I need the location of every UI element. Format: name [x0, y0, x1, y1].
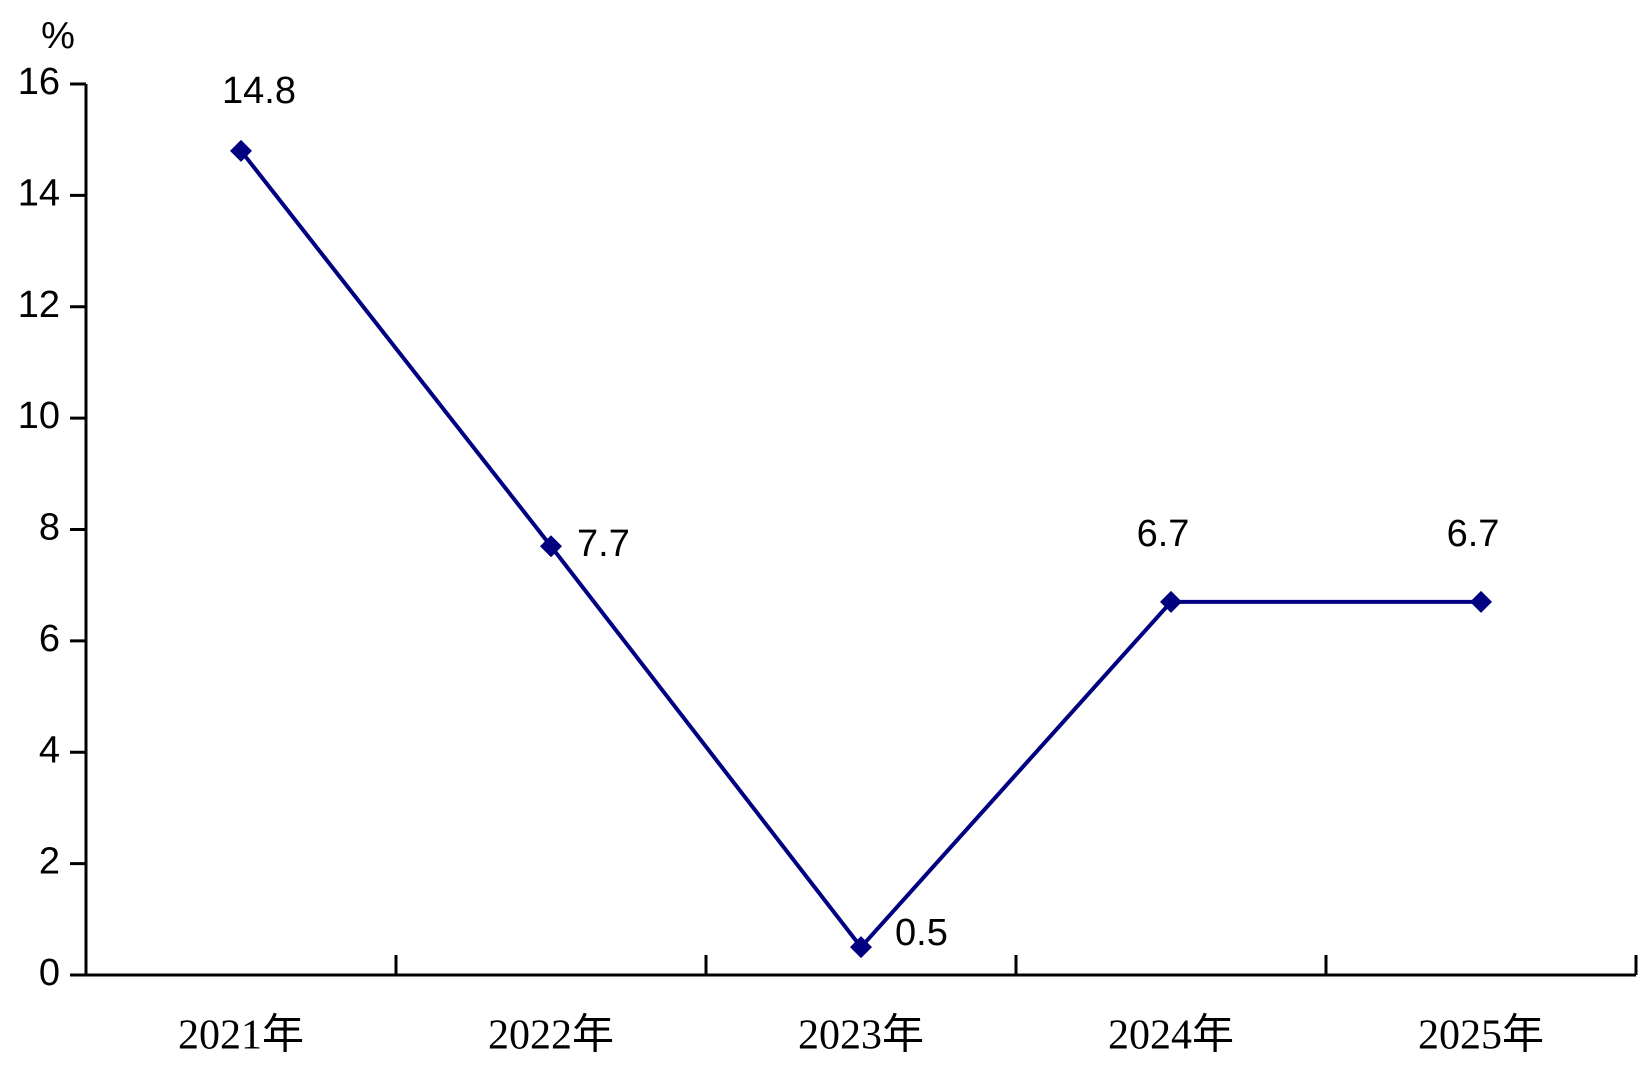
data-label: 14.8	[222, 70, 296, 112]
data-label: 7.7	[577, 523, 630, 565]
y-tick-label: 4	[39, 729, 60, 771]
data-label: 6.7	[1447, 513, 1500, 555]
y-tick-label: 6	[39, 618, 60, 660]
x-tick-label: 2025年	[1418, 1012, 1544, 1059]
data-label: 0.5	[895, 912, 948, 954]
y-tick-label: 14	[18, 172, 60, 214]
y-tick-label: 8	[39, 507, 60, 549]
y-tick-label: 2	[39, 841, 60, 883]
y-axis-label: %	[41, 15, 75, 57]
y-tick-label: 12	[18, 284, 60, 326]
y-tick-label: 10	[18, 395, 60, 437]
data-label: 6.7	[1137, 513, 1190, 555]
marker	[1160, 590, 1182, 613]
y-tick-label: 16	[18, 61, 60, 103]
y-tick-label: 0	[39, 952, 60, 994]
marker	[540, 535, 562, 558]
marker	[850, 936, 872, 959]
x-tick-label: 2023年	[798, 1012, 924, 1059]
series-line	[239, 149, 1481, 951]
x-tick-label: 2022年	[488, 1012, 614, 1059]
marker	[230, 139, 252, 162]
x-tick-label: 2024年	[1108, 1012, 1234, 1059]
marker	[1470, 590, 1492, 613]
x-tick-label: 2021年	[178, 1012, 304, 1059]
